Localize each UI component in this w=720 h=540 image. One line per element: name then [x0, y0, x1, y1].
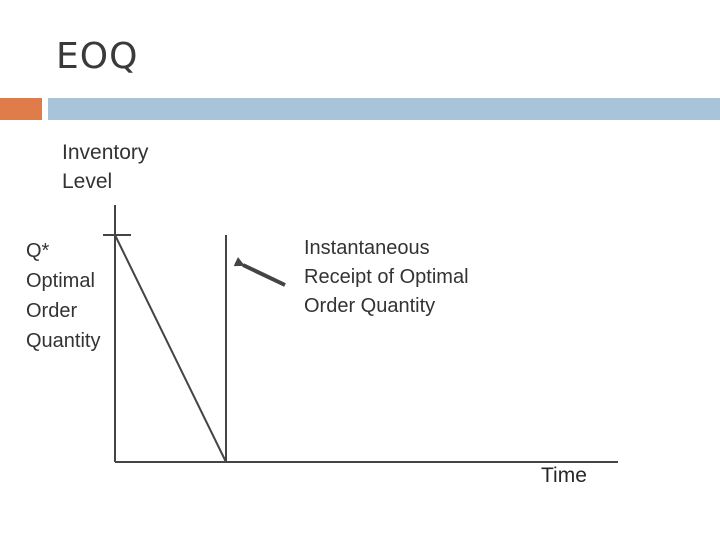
depletion-line [114, 234, 227, 463]
receipt-annotation-line-1: Instantaneous [304, 237, 430, 259]
receipt-arrow [233, 257, 286, 287]
receipt-annotation: Instantaneous Receipt of Optimal Order Q… [304, 234, 469, 321]
y-axis-label: Inventory Level [62, 138, 148, 196]
receipt-annotation-line-2: Receipt of Optimal [304, 266, 469, 288]
receipt-annotation-line-3: Order Quantity [304, 295, 436, 317]
slide-title: EOQ [56, 36, 139, 77]
q-star-label-line-2: Optimal [26, 270, 95, 292]
q-star-label-line-1: Q* [26, 240, 50, 262]
y-axis-label-line-1: Inventory [62, 141, 149, 164]
title-rule [48, 98, 720, 120]
accent-bar [0, 98, 42, 120]
q-star-label: Q* Optimal Order Quantity [26, 236, 100, 356]
x-axis-label: Time [541, 464, 587, 487]
q-star-label-line-3: Order [26, 300, 78, 322]
y-axis-label-line-2: Level [62, 170, 113, 193]
q-star-label-line-4: Quantity [26, 330, 101, 352]
